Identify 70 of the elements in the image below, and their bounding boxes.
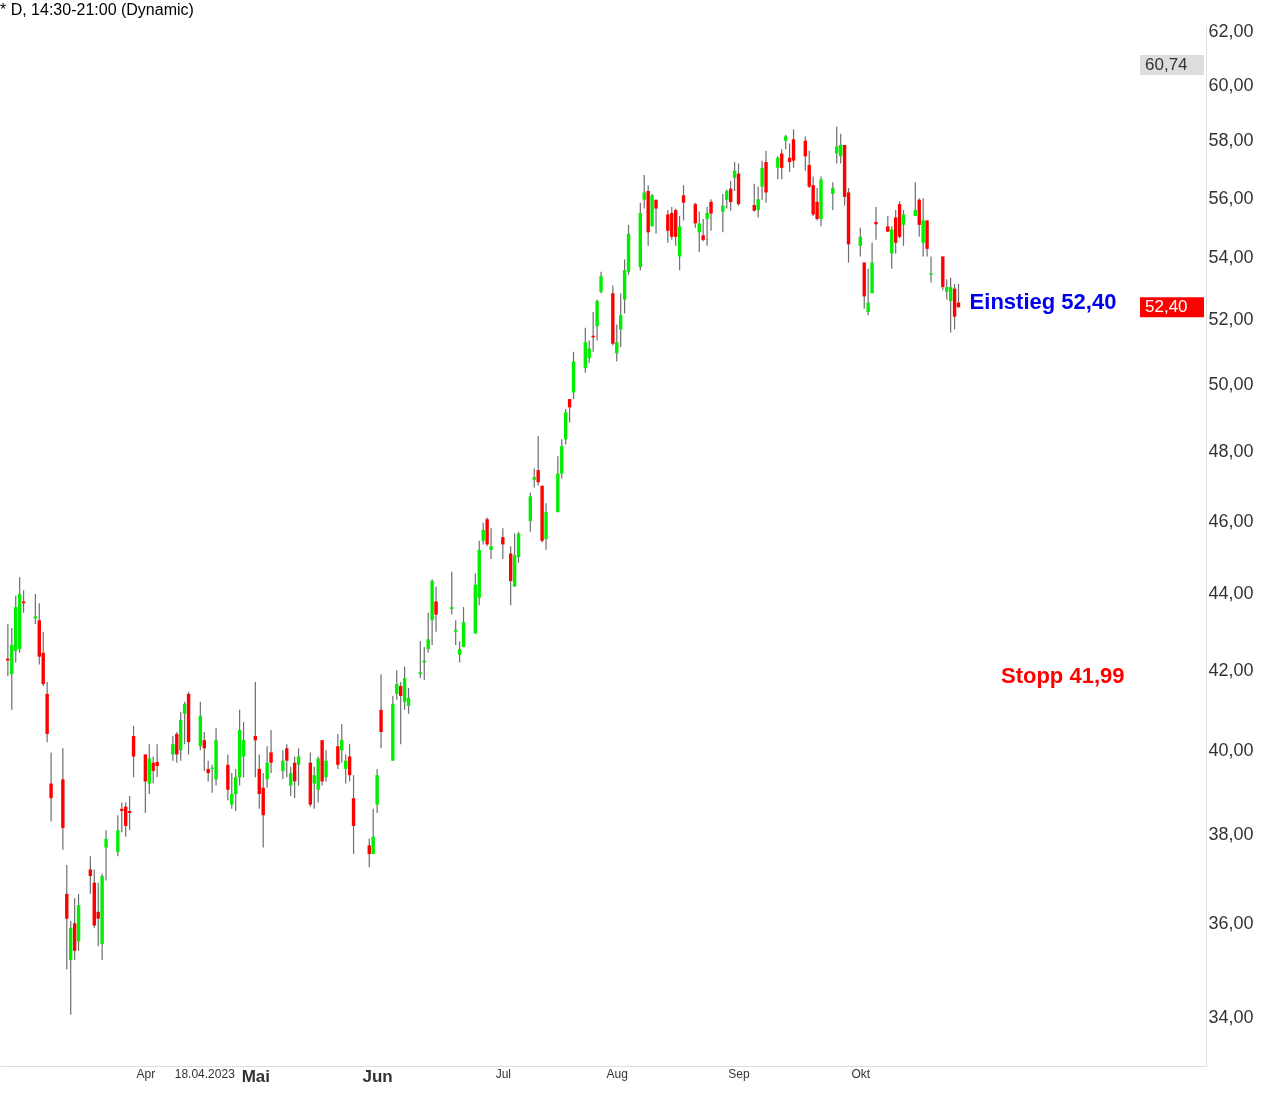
y-tick-label: 34,00 (1208, 1006, 1254, 1027)
candlestick (929, 255, 933, 284)
candlestick (697, 210, 701, 253)
y-tick-label: 52,00 (1208, 309, 1254, 330)
candlestick (666, 209, 670, 244)
y-tick-label: 44,00 (1208, 583, 1254, 604)
x-tick-label: Aug (606, 1066, 628, 1081)
candlestick (901, 209, 906, 247)
candlestick (489, 527, 493, 560)
candlestick (913, 181, 917, 217)
candlestick (434, 585, 438, 633)
candlestick (721, 193, 725, 233)
y-tick-label: 54,00 (1208, 247, 1254, 268)
candlestick (285, 743, 289, 778)
x-tick-label: Okt (851, 1066, 871, 1081)
candlestick (289, 766, 293, 797)
x-tick-label: 18.04.2023 (174, 1066, 236, 1081)
y-tick-label: 56,00 (1208, 187, 1254, 208)
candlestick (874, 206, 878, 241)
y-tick-label: 46,00 (1208, 510, 1254, 531)
y-tick-label: 58,00 (1208, 130, 1254, 151)
candlestick (96, 882, 100, 947)
candlestick (681, 184, 686, 222)
candlestick (725, 188, 729, 210)
candlestick (481, 522, 485, 545)
annotation: Einstieg 52,40 (969, 288, 1117, 314)
candlestick (241, 721, 246, 778)
x-tick-label: Sep (728, 1066, 751, 1081)
x-tick-label: Apr (136, 1066, 156, 1081)
y-tick-label: 40,00 (1208, 739, 1254, 760)
candlestick (457, 640, 462, 664)
x-tick-label: Jul (495, 1066, 511, 1081)
candlestick (367, 838, 371, 868)
ref-line-label: 52,40 (1145, 297, 1188, 317)
candlestick (171, 735, 175, 762)
x-tick-label: Mai (241, 1066, 271, 1086)
y-tick-label: 48,00 (1208, 440, 1254, 461)
candlestick (532, 467, 536, 489)
candlestick (49, 751, 53, 823)
candlestick (88, 855, 93, 895)
y-tick-label: 60,00 (1208, 74, 1254, 95)
candlestick (654, 199, 658, 235)
candlestick (324, 749, 328, 783)
candlestick (776, 155, 780, 180)
candlestick (453, 619, 458, 646)
ref-line-label: 60,74 (1145, 54, 1188, 74)
y-tick-label: 50,00 (1208, 373, 1254, 394)
candlestick (599, 271, 603, 294)
y-tick-label: 38,00 (1208, 824, 1254, 845)
annotation: Stopp 41,99 (1000, 663, 1125, 688)
candlestick (642, 174, 646, 210)
candlestick (379, 673, 383, 749)
chart-title: * D, 14:30-21:00 (Dynamic) (0, 1, 194, 19)
candlestick (945, 278, 949, 301)
candlestick (450, 571, 454, 616)
y-tick-label: 62,00 (1208, 20, 1254, 41)
candlestick (6, 623, 10, 677)
y-tick-label: 42,00 (1208, 659, 1254, 680)
candlestick (21, 589, 26, 614)
y-tick-label: 36,00 (1208, 912, 1254, 933)
candlestick (921, 197, 925, 258)
x-tick-label: Jun (362, 1066, 393, 1086)
candlestick (780, 148, 784, 180)
candlestick (791, 128, 796, 169)
candlestick (752, 183, 756, 213)
candlestick (501, 527, 505, 560)
candlestick (536, 435, 540, 487)
candlestick (831, 181, 835, 211)
candlestick (230, 772, 234, 810)
candlestick (131, 725, 136, 778)
